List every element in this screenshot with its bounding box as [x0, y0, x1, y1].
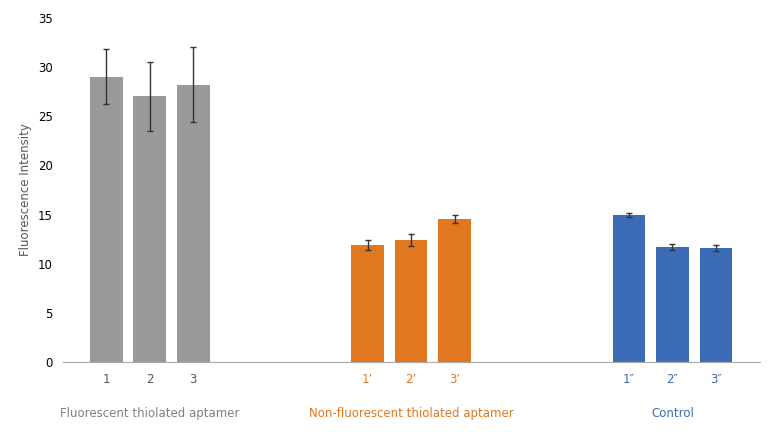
Bar [700, 248, 732, 362]
Bar [438, 219, 471, 362]
Bar [133, 96, 166, 362]
Bar [352, 245, 384, 362]
Bar [612, 215, 645, 362]
Y-axis label: Fluorescence Intensity: Fluorescence Intensity [20, 124, 32, 256]
Bar [656, 247, 689, 362]
Bar [395, 240, 428, 362]
Bar [177, 85, 210, 362]
Text: Non-fluorescent thiolated aptamer: Non-fluorescent thiolated aptamer [309, 407, 514, 420]
Bar [90, 77, 122, 362]
Text: Fluorescent thiolated aptamer: Fluorescent thiolated aptamer [60, 407, 240, 420]
Text: Control: Control [651, 407, 694, 420]
